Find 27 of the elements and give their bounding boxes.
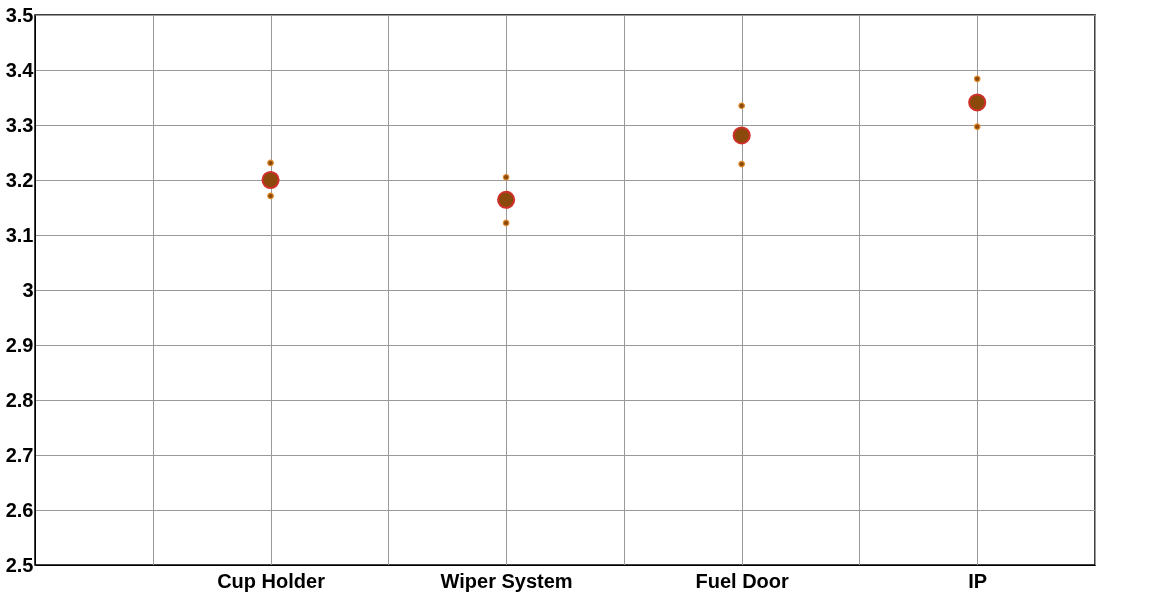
point <box>973 75 981 83</box>
y-tick-label: 3.3 <box>5 113 34 136</box>
point <box>738 160 746 168</box>
y-tick-label: 2.6 <box>5 498 34 521</box>
point <box>261 170 280 190</box>
y-tick-label: 2.8 <box>5 388 34 411</box>
point <box>497 190 516 209</box>
point <box>502 173 510 181</box>
y-tick-label: 3.4 <box>5 58 35 81</box>
point <box>968 93 987 112</box>
x-tick-label: Wiper System <box>440 569 573 592</box>
y-tick-label: 3.2 <box>5 168 34 191</box>
point <box>502 219 510 227</box>
x-tick-label: Fuel Door <box>695 569 790 592</box>
point <box>267 159 274 167</box>
y-tick-label: 2.9 <box>5 333 34 356</box>
y-tick-label: 3 <box>22 278 34 301</box>
y-tick-label: 3.1 <box>5 223 34 246</box>
point <box>738 102 746 110</box>
y-tick-label: 2.5 <box>5 553 34 576</box>
y-tick-label: 2.7 <box>5 443 34 466</box>
point <box>732 126 751 145</box>
point <box>973 123 981 130</box>
x-tick-label: Cup Holder <box>217 569 326 592</box>
point <box>267 192 274 200</box>
y-tick-label: 3.5 <box>5 3 34 26</box>
x-tick-label: IP <box>968 569 988 592</box>
